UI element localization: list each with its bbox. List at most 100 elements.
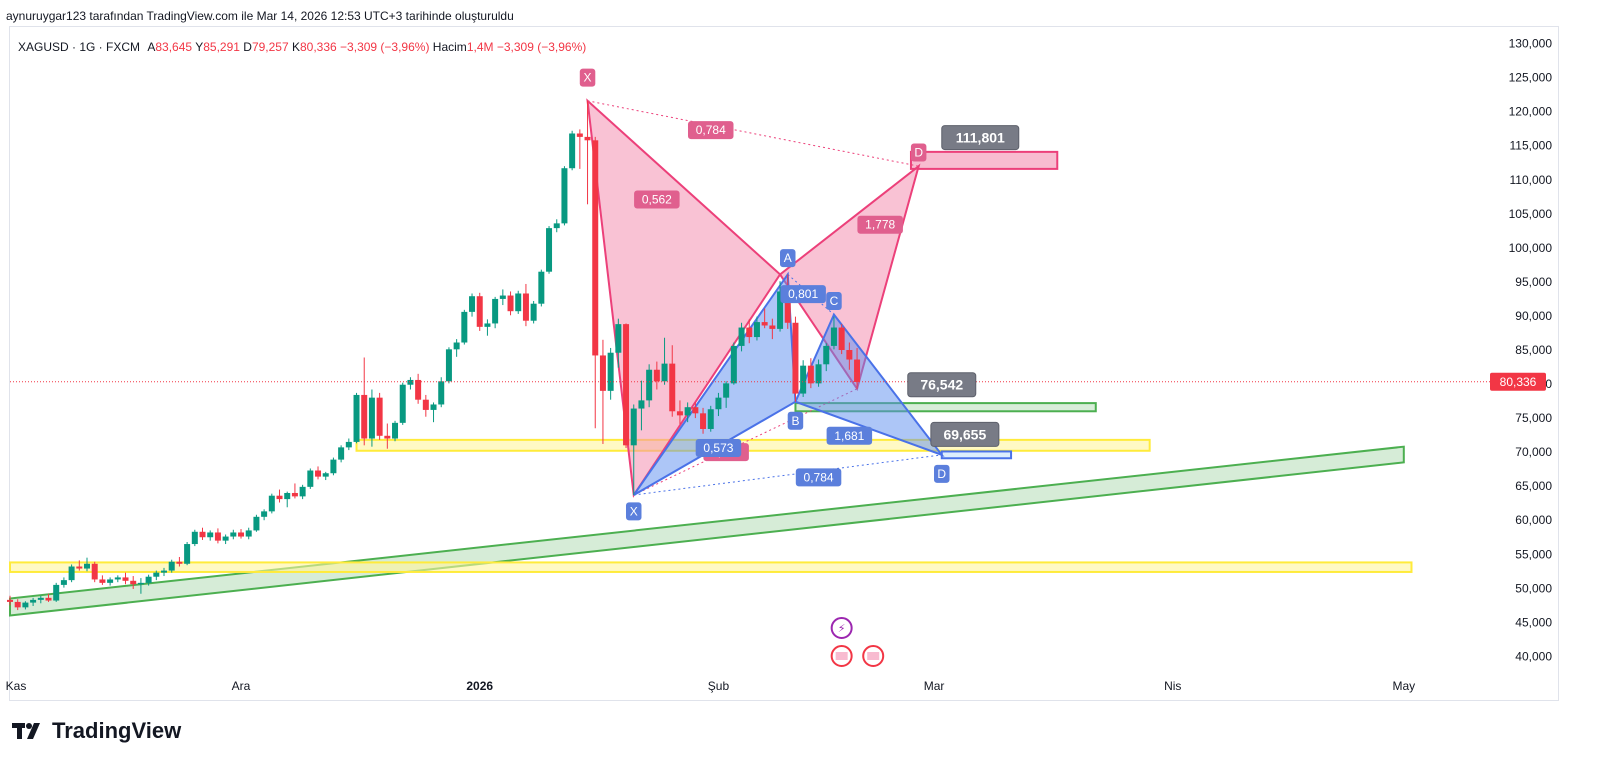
y-tick-label: 40,000 (1515, 649, 1552, 663)
candle-body (700, 413, 707, 429)
pink-point-label-badge (579, 68, 596, 87)
candle-body (723, 383, 730, 398)
candle-body (230, 532, 237, 537)
symbol-name[interactable]: XAGUSD · 1G · FXCM (18, 40, 141, 54)
blue-ratio-label: 0,784 (804, 470, 834, 484)
pink-point-label: X (584, 71, 592, 85)
candle-body (661, 363, 668, 382)
candle-body (276, 495, 283, 500)
open-value: 83,645 (155, 40, 193, 54)
blue-point-label-badge (625, 502, 642, 521)
candle-body (291, 492, 298, 497)
blue-point-label-badge (787, 411, 804, 430)
candle-body (415, 379, 422, 400)
blue-point-label-badge (826, 291, 842, 310)
candle-body (407, 379, 414, 385)
candle-body (453, 342, 460, 350)
candle-body (30, 599, 37, 603)
pink-ratio-label: 1,778 (865, 218, 895, 232)
candle-body (692, 407, 699, 414)
y-tick-label: 130,000 (1509, 37, 1553, 51)
chart-attribution: aynuruygar123 tarafından TradingView.com… (6, 9, 514, 23)
tradingview-logo[interactable]: TradingView (12, 718, 181, 744)
candle-body (715, 397, 722, 410)
low-value: 79,257 (251, 40, 289, 54)
y-tick-label: 55,000 (1515, 547, 1552, 561)
x-tick-label: Nis (1164, 679, 1181, 693)
candle-body (307, 470, 314, 487)
candle-body (576, 133, 583, 137)
candle-body (53, 584, 60, 601)
candle-body (553, 223, 560, 229)
candle-body (830, 327, 837, 346)
earnings-event-icon (830, 617, 853, 639)
candle-body (130, 580, 137, 585)
candle-body (384, 435, 391, 439)
blue-ratio-label-badge (780, 285, 826, 304)
y-tick-label: 110,000 (1510, 173, 1553, 187)
candle-body (461, 311, 468, 343)
candle-body (846, 350, 853, 360)
candle-body (91, 563, 98, 580)
volume-change: −3,309 (−3,96%) (496, 40, 587, 54)
candle-body (145, 576, 152, 583)
candle-body (207, 532, 214, 538)
candle-body (823, 345, 830, 365)
candle-body (161, 570, 168, 573)
candle-body (815, 364, 822, 384)
candle-body (214, 532, 221, 541)
tradingview-logo-icon (12, 723, 40, 739)
candle-body (784, 291, 791, 323)
y-tick-label: 70,000 (1515, 445, 1552, 459)
y-tick-label: 60,000 (1515, 513, 1552, 527)
candle-body (445, 349, 452, 382)
x-tick-label: 2026 (466, 679, 493, 693)
pink-zone (909, 150, 1059, 170)
candle-body (37, 597, 44, 600)
chart-frame[interactable] (9, 26, 1559, 701)
candle-body (738, 327, 745, 346)
candle-body (168, 561, 175, 571)
y-tick-label: 120,000 (1509, 105, 1553, 119)
candle-body (592, 140, 599, 356)
blue-point-label: C (830, 294, 839, 308)
x-tick-label: Mar (924, 679, 945, 693)
candle-body (484, 323, 491, 327)
candle-body (838, 327, 845, 350)
blue-ratio-label-badge (826, 426, 873, 445)
y-tick-label: 115,000 (1510, 139, 1553, 153)
blue-point-label-badge (934, 464, 950, 483)
candle-body (253, 516, 260, 531)
candle-body (268, 495, 275, 512)
candle-body (299, 486, 306, 497)
blue-ratio-label: 0,573 (703, 441, 733, 455)
candle-body (638, 400, 645, 409)
blue-zone (940, 450, 1013, 460)
pink-target-label: 111,801 (956, 130, 1005, 146)
candle-body (338, 447, 345, 460)
y-tick-label: 75,000 (1515, 411, 1552, 425)
candle-body (76, 566, 83, 569)
candle-body (854, 359, 861, 382)
candle-body (153, 572, 160, 577)
candle-body (522, 293, 529, 321)
candle-body (684, 407, 691, 416)
brand-name: TradingView (52, 718, 182, 743)
candle-body (746, 327, 753, 338)
candle-body (368, 397, 375, 439)
candle-body (399, 384, 406, 423)
blue-target-label: 69,655 (943, 426, 986, 442)
close-value: 80,336 (300, 40, 337, 54)
blue-ratio-label: 1,681 (834, 429, 864, 443)
candle-body (753, 322, 760, 338)
candle-body (584, 136, 591, 141)
pink-target-box (941, 125, 1020, 151)
flag-icon (835, 652, 848, 660)
candle-body (476, 296, 483, 327)
candle-body (769, 325, 776, 329)
candle-body (191, 531, 198, 545)
lightning-icon: ⚡ (838, 622, 846, 635)
high-label: Y (195, 40, 204, 54)
candle-body (653, 369, 660, 382)
